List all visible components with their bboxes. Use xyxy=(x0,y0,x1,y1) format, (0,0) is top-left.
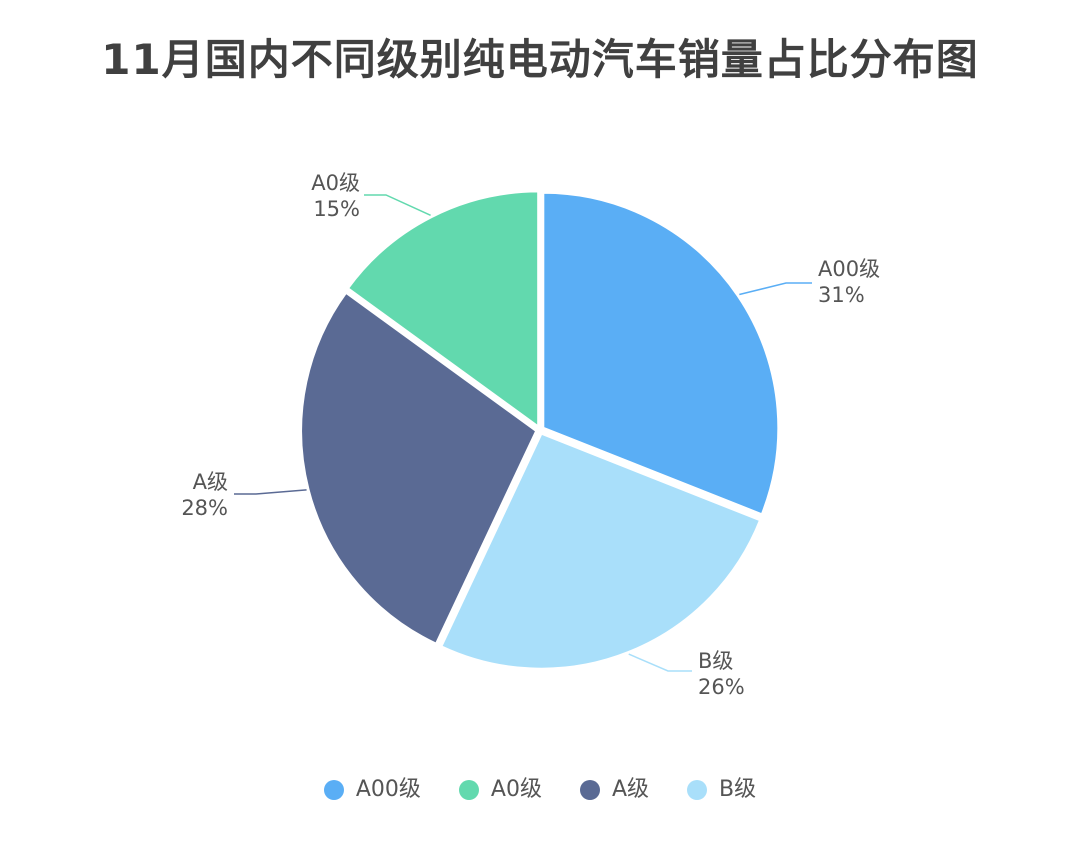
pie-slice-a0[interactable] xyxy=(347,190,540,428)
legend-label-b: B级 xyxy=(719,777,757,802)
slice-value-a0: 15% xyxy=(313,197,360,221)
slice-value-a00: 31% xyxy=(818,283,865,307)
legend: A00级 A0级 A级 B级 xyxy=(0,772,1080,808)
leader-line-a xyxy=(234,489,307,495)
leader-line-b xyxy=(628,653,692,672)
pie-slice-a00[interactable] xyxy=(542,191,780,516)
legend-item-a0[interactable]: A0级 xyxy=(458,772,542,808)
legend-item-b[interactable]: B级 xyxy=(687,772,756,808)
legend-swatch-a00 xyxy=(323,780,344,800)
slice-label-a0: A0级 xyxy=(311,171,360,195)
leader-line-a00 xyxy=(739,282,812,296)
slice-label-a: A级 xyxy=(193,470,228,494)
legend-swatch-a xyxy=(579,780,600,800)
pie-slice-b[interactable] xyxy=(440,432,761,670)
leader-line-a0 xyxy=(364,194,431,216)
legend-label-a00: A00级 xyxy=(355,777,421,802)
legend-swatch-b xyxy=(687,780,708,800)
slice-value-b: 26% xyxy=(698,675,745,699)
slice-label-b: B级 xyxy=(698,649,733,673)
legend-label-a0: A0级 xyxy=(490,777,542,802)
legend-item-a[interactable]: A级 xyxy=(579,772,650,808)
legend-swatch-a0 xyxy=(458,780,479,800)
legend-item-a00[interactable]: A00级 xyxy=(323,772,421,808)
legend-label-a: A级 xyxy=(611,777,650,802)
slice-label-a00: A00级 xyxy=(818,257,880,281)
chart-title: 11月国内不同级别纯电动汽车销量占比分布图 xyxy=(101,35,979,84)
pie-slice-a[interactable] xyxy=(300,291,538,645)
slice-value-a: 28% xyxy=(181,496,228,520)
